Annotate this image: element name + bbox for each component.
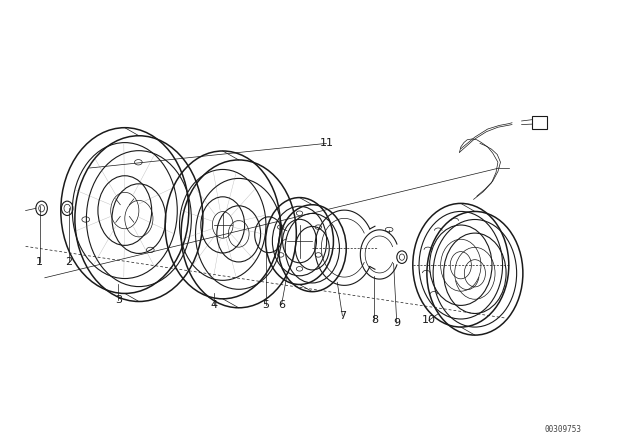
Text: 8: 8 (371, 315, 378, 325)
FancyBboxPatch shape (532, 116, 547, 129)
Text: 11: 11 (319, 138, 333, 148)
Text: 2: 2 (65, 257, 73, 267)
Text: 6: 6 (278, 300, 285, 310)
Text: 9: 9 (393, 319, 401, 328)
Text: 7: 7 (339, 311, 346, 321)
Text: 4: 4 (211, 300, 218, 310)
Text: 1: 1 (36, 257, 43, 267)
Text: 10: 10 (422, 315, 436, 325)
Text: 5: 5 (262, 300, 269, 310)
Text: 3: 3 (115, 295, 122, 305)
Text: 00309753: 00309753 (545, 425, 582, 434)
